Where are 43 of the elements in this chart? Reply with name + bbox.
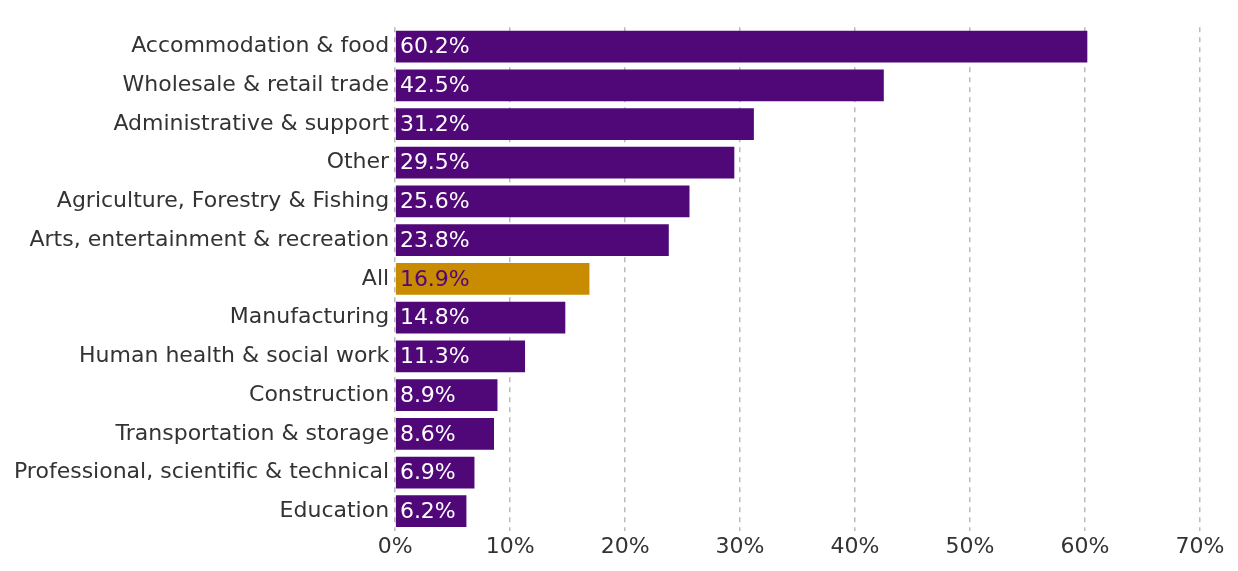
data-label: 23.8%	[399, 226, 470, 252]
data-label: 6.2%	[399, 497, 456, 523]
y-tick-label: Professional, scientific & technical	[13, 458, 390, 484]
x-tick-label: 30%	[715, 532, 765, 558]
data-label: 31.2%	[399, 110, 470, 136]
bar	[395, 69, 884, 102]
bar	[395, 224, 669, 257]
bar	[395, 108, 754, 140]
x-tick-label: 20%	[600, 532, 650, 558]
data-label: 16.9%	[399, 265, 470, 291]
data-label: 14.8%	[399, 304, 470, 330]
x-tick-label: 40%	[830, 532, 880, 558]
bar	[395, 263, 590, 295]
y-tick-label: Other	[326, 148, 391, 174]
data-label: 6.9%	[399, 459, 456, 485]
x-tick-label: 60%	[1060, 532, 1110, 558]
data-label: 8.6%	[399, 420, 456, 446]
y-tick-label: Manufacturing	[229, 303, 390, 329]
y-tick-label: Arts, entertainment & recreation	[29, 225, 390, 251]
x-tick-label: 10%	[485, 532, 535, 558]
data-label: 42.5%	[399, 72, 470, 97]
y-tick-label: All	[361, 264, 390, 290]
bar	[395, 30, 1088, 63]
data-label: 60.2%	[399, 33, 470, 59]
data-label: 11.3%	[399, 343, 470, 369]
bar	[395, 146, 735, 179]
y-tick-label: Transportation & storage	[114, 419, 390, 445]
y-tick-label: Construction	[249, 380, 390, 406]
bar	[395, 340, 526, 373]
y-tick-label: Education	[279, 496, 390, 522]
y-tick-label: Agriculture, Forestry & Fishing	[56, 187, 390, 213]
x-tick-label: 70%	[1175, 532, 1225, 558]
y-tick-label: Administrative & support	[113, 109, 390, 135]
y-tick-label: Human health & social work	[79, 342, 390, 368]
data-label: 25.6%	[399, 188, 470, 214]
y-tick-label: Wholesale & retail trade	[122, 71, 390, 96]
x-tick-label: 50%	[945, 532, 995, 558]
x-tick-label: 0%	[377, 532, 413, 558]
data-label: 8.9%	[399, 381, 456, 407]
bar	[395, 185, 690, 218]
data-label: 29.5%	[399, 149, 470, 175]
y-tick-label: Accommodation & food	[131, 32, 390, 58]
bar	[395, 301, 566, 334]
